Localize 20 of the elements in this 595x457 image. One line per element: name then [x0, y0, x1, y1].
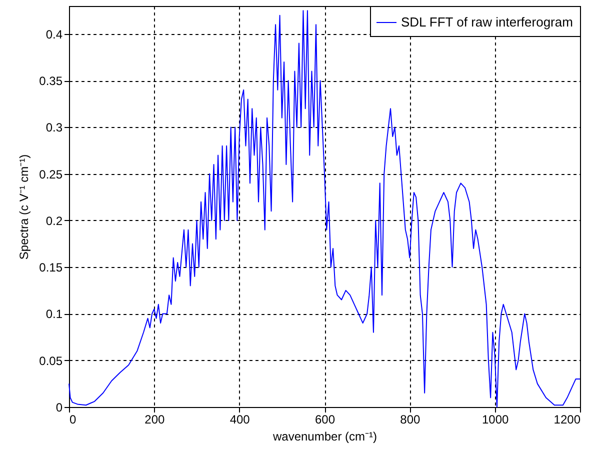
x-tick-label: 1000 — [482, 412, 510, 426]
x-tick-label: 400 — [230, 412, 250, 426]
y-tick-label: 0.3 — [46, 120, 63, 135]
x-tick-label: 0 — [70, 412, 76, 426]
y-tick-label: 0.2 — [46, 214, 63, 228]
y-tick-label: 0.15 — [39, 260, 63, 275]
y-axis-title: Spectra (c V⁻¹ cm⁻¹) — [17, 154, 32, 260]
y-tick-label: 0.4 — [46, 27, 63, 42]
y-tick-label: 0.05 — [39, 354, 63, 368]
x-tick-label: 200 — [144, 412, 165, 426]
x-axis-title: wavenumber (cm⁻¹) — [272, 430, 378, 444]
y-tick-label: 0.35 — [39, 74, 63, 88]
y-tick-label: 0 — [56, 400, 63, 414]
line-series — [68, 10, 580, 408]
x-tick-label: 600 — [314, 412, 336, 426]
legend-label: SDL FFT of raw interferogram — [401, 14, 573, 30]
x-tick-label: 1200 — [554, 412, 581, 426]
y-tick-label: 0.25 — [39, 167, 63, 182]
y-tick-label: 0.1 — [46, 307, 63, 322]
x-tick-label: 800 — [400, 412, 420, 426]
